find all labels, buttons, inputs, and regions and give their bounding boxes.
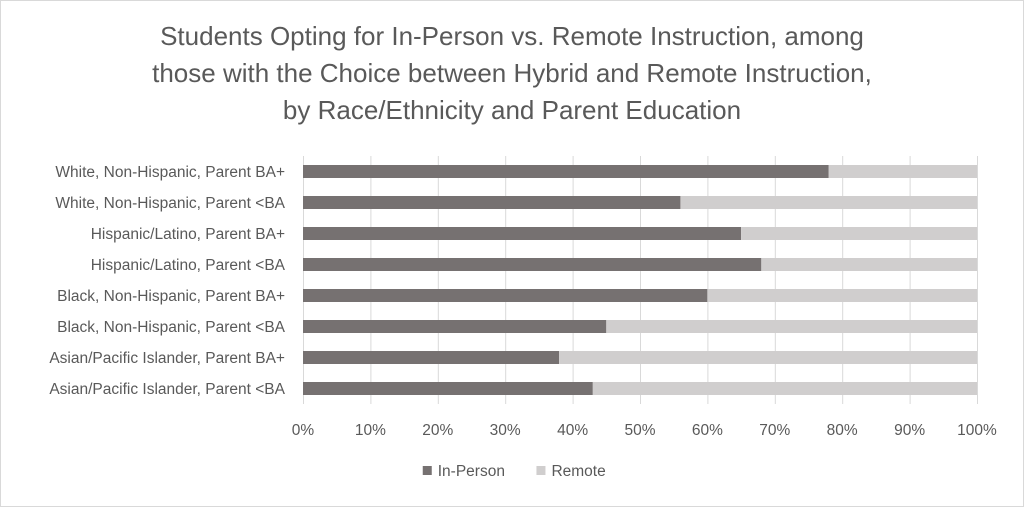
bar-segment-in-person — [303, 320, 607, 333]
bar-segment-remote — [606, 320, 977, 333]
category-label: Black, Non-Hispanic, Parent <BA — [57, 319, 286, 336]
category-label: White, Non-Hispanic, Parent <BA — [55, 195, 285, 212]
category-label: White, Non-Hispanic, Parent BA+ — [55, 164, 285, 181]
chart-title-line-2: those with the Choice between Hybrid and… — [152, 58, 872, 88]
bar-segment-remote — [761, 258, 977, 271]
category-label: Asian/Pacific Islander, Parent BA+ — [49, 350, 285, 367]
x-tick-label: 70% — [759, 422, 790, 439]
legend-swatch-remote — [536, 466, 546, 475]
x-tick-label: 0% — [292, 422, 315, 439]
x-tick-label: 40% — [557, 422, 588, 439]
bar-segment-in-person — [303, 227, 742, 240]
bar-segment-remote — [680, 196, 977, 209]
x-tick-label: 90% — [894, 422, 925, 439]
x-tick-label: 60% — [692, 422, 723, 439]
bar-segment-remote — [828, 165, 977, 178]
bar-segment-remote — [707, 289, 977, 302]
bar-segment-in-person — [303, 165, 829, 178]
category-label: Asian/Pacific Islander, Parent <BA — [49, 381, 285, 398]
legend-swatch-in-person — [422, 466, 432, 475]
chart-title-line-1: Students Opting for In-Person vs. Remote… — [160, 21, 864, 51]
chart-title-line-3: by Race/Ethnicity and Parent Education — [282, 95, 742, 125]
chart-title: Students Opting for In-Person vs. Remote… — [0, 18, 1024, 129]
category-label: Hispanic/Latino, Parent BA+ — [91, 226, 285, 243]
bar-segment-in-person — [303, 382, 593, 395]
legend-label-remote: Remote — [551, 463, 605, 480]
bar-segment-in-person — [303, 258, 762, 271]
bar-segment-in-person — [303, 289, 708, 302]
x-tick-label: 10% — [355, 422, 386, 439]
x-tick-label: 30% — [490, 422, 521, 439]
category-label: Black, Non-Hispanic, Parent BA+ — [57, 288, 285, 305]
x-tick-label: 100% — [957, 422, 997, 439]
x-tick-label: 80% — [827, 422, 858, 439]
bar-segment-in-person — [303, 351, 560, 364]
bar-segment-in-person — [303, 196, 681, 209]
bar-segment-remote — [592, 382, 977, 395]
x-tick-label: 50% — [624, 422, 655, 439]
bar-segment-remote — [741, 227, 977, 240]
legend-label-in-person: In-Person — [438, 463, 505, 480]
bar-segment-remote — [559, 351, 977, 364]
category-label: Hispanic/Latino, Parent <BA — [91, 257, 286, 274]
x-tick-label: 20% — [422, 422, 453, 439]
